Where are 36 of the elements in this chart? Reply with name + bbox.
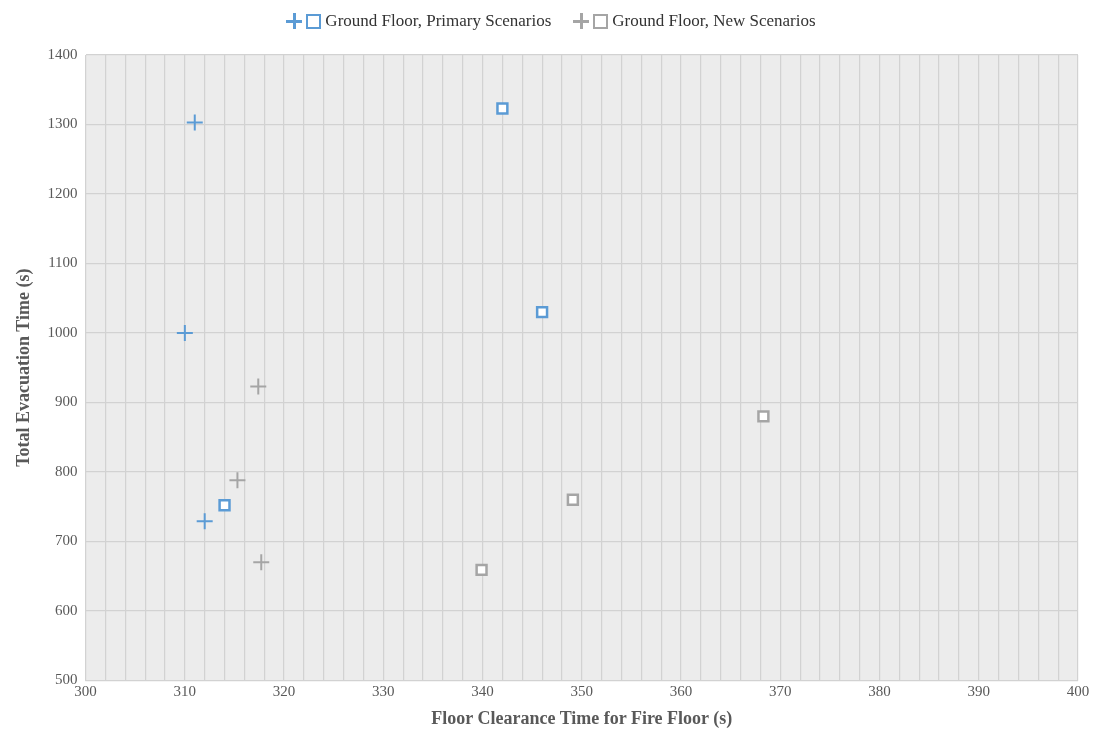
y-tick-label: 900 xyxy=(55,393,78,410)
y-tick-label: 1300 xyxy=(47,115,78,132)
point xyxy=(496,102,509,115)
point xyxy=(475,563,488,577)
x-tick-label: 400 xyxy=(1066,683,1090,700)
x-tick-label: 370 xyxy=(769,683,792,700)
y-tick-label: 600 xyxy=(55,601,78,618)
x-tick-label: 310 xyxy=(173,683,197,700)
point xyxy=(252,553,271,572)
y-tick-label: 1400 xyxy=(47,45,78,62)
point xyxy=(218,499,231,512)
y-tick-label: 1000 xyxy=(47,323,78,340)
x-tick-label: 340 xyxy=(471,683,494,700)
point xyxy=(757,410,770,423)
x-tick-label: 380 xyxy=(868,683,891,700)
x-tick-label: 300 xyxy=(74,683,97,700)
point xyxy=(566,493,580,506)
x-axis-title: Floor Clearance Time for Fire Floor (s) xyxy=(431,707,733,729)
point xyxy=(185,113,204,132)
x-tick-label: 350 xyxy=(570,683,594,700)
y-tick-label: 800 xyxy=(55,462,78,479)
legend-label: Ground Floor, New Scenarios xyxy=(612,11,816,31)
y-axis-title: Total Evacuation Time (s) xyxy=(13,268,35,467)
legend-label: Ground Floor, Primary Scenarios xyxy=(325,11,552,31)
point xyxy=(249,377,268,396)
x-tick-label: 320 xyxy=(272,683,296,700)
y-tick-label: 700 xyxy=(55,532,78,549)
point xyxy=(195,512,214,531)
x-tick-label: 390 xyxy=(967,683,991,700)
point xyxy=(535,305,549,319)
y-tick-label: 1100 xyxy=(48,254,78,271)
y-tick-label: 1200 xyxy=(47,184,78,201)
point xyxy=(228,471,247,490)
x-tick-label: 360 xyxy=(669,683,693,700)
x-tick-label: 330 xyxy=(372,683,395,700)
point xyxy=(175,323,194,342)
